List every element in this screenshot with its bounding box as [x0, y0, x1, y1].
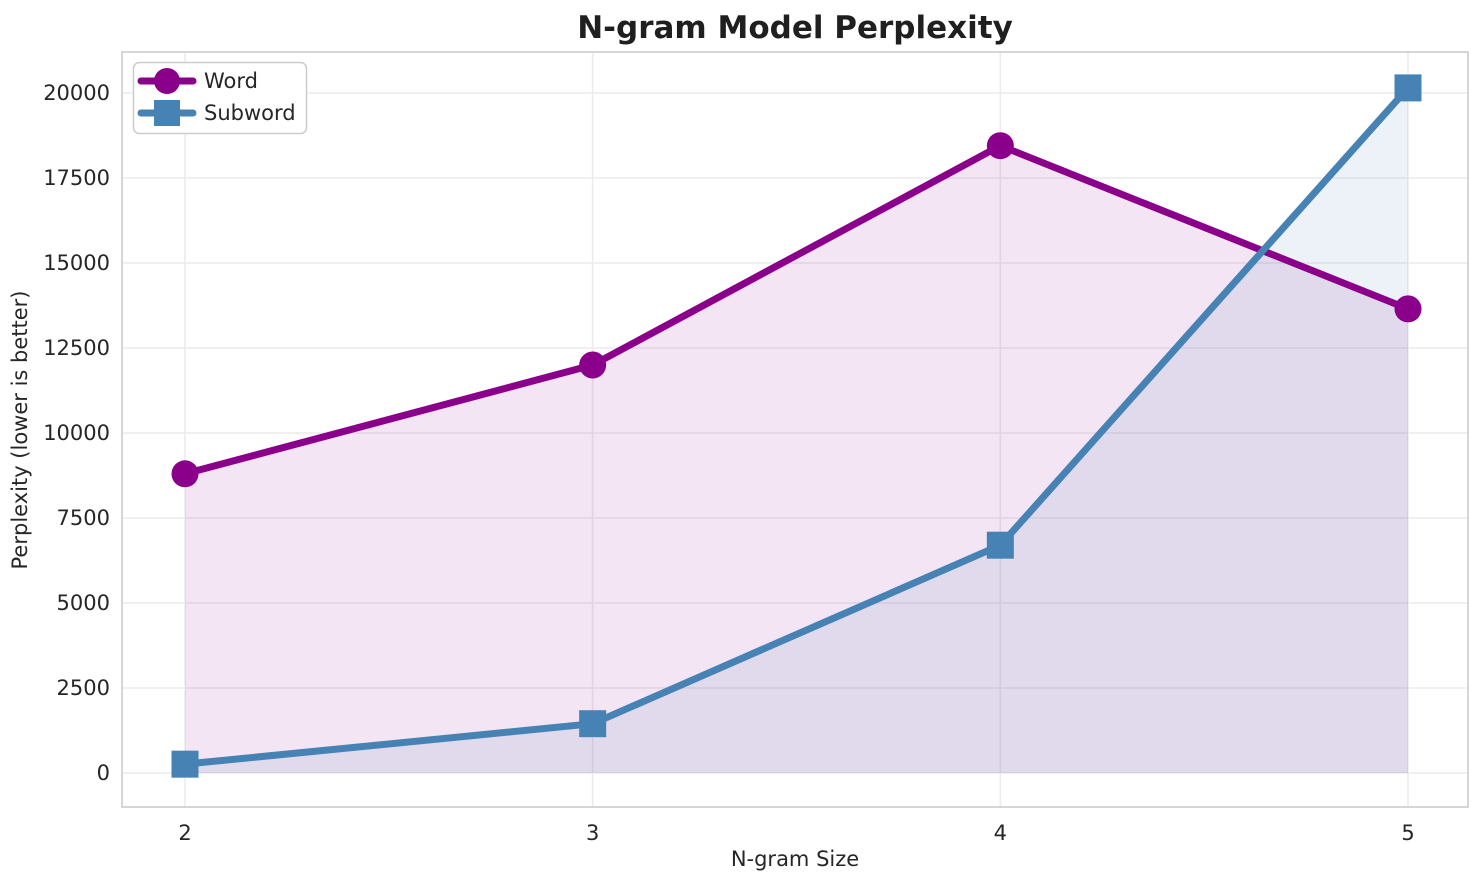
- legend-label: Word: [204, 69, 258, 93]
- y-tick-label: 17500: [43, 166, 110, 190]
- series-line-subword: [181, 84, 1412, 768]
- plot-border: [121, 51, 1469, 808]
- y-tick-label: 20000: [43, 81, 110, 105]
- legend-marker-circle: [154, 68, 180, 94]
- series-fill-subword: [185, 87, 1409, 773]
- data-point-word: [986, 132, 1014, 160]
- legend-marker-square: [154, 100, 180, 126]
- data-point-subword: [171, 750, 199, 778]
- y-tick-label: 10000: [43, 421, 110, 445]
- y-axis-label: Perplexity (lower is better): [8, 291, 32, 570]
- y-tick-label: 2500: [57, 676, 110, 700]
- series-lines: [171, 74, 1422, 778]
- x-tick-label: 5: [1401, 821, 1414, 845]
- y-tick-label: 15000: [43, 251, 110, 275]
- data-point-word: [579, 351, 607, 379]
- legend: Word Subword: [132, 61, 308, 135]
- x-tick-label: 3: [586, 821, 599, 845]
- y-axis-tick-labels: 0 2500 5000 7500 10000 12500 15000 17500 20000: [43, 81, 110, 785]
- y-tick-label: 5000: [57, 591, 110, 615]
- y-tick-label: 0: [97, 761, 110, 785]
- chart-title: N-gram Model Perplexity: [577, 10, 1013, 46]
- gridlines: [122, 52, 1468, 807]
- series-fill-word: [185, 145, 1409, 773]
- area-fills: [185, 87, 1409, 773]
- x-axis-tick-labels: 2 3 4 5: [178, 821, 1414, 845]
- x-tick-label: 4: [994, 821, 1007, 845]
- data-point-subword: [986, 531, 1014, 559]
- data-point-word: [1394, 295, 1422, 323]
- series-line-word: [181, 142, 1412, 478]
- x-axis-label: N-gram Size: [731, 847, 859, 871]
- data-point-subword: [579, 710, 607, 738]
- data-point-subword: [1394, 74, 1422, 102]
- y-tick-label: 7500: [57, 506, 110, 530]
- data-point-word: [171, 460, 199, 488]
- y-tick-label: 12500: [43, 336, 110, 360]
- x-tick-label: 2: [178, 821, 191, 845]
- legend-label: Subword: [204, 101, 296, 125]
